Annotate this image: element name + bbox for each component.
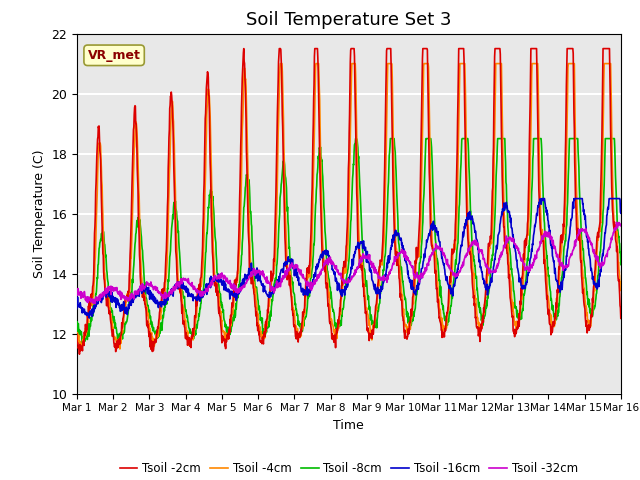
Tsoil -8cm xyxy=(617,262,625,267)
Tsoil -4cm xyxy=(522,241,530,247)
Line: Tsoil -4cm: Tsoil -4cm xyxy=(77,63,621,349)
Tsoil -16cm xyxy=(570,203,577,208)
Tsoil -4cm xyxy=(433,272,441,278)
Tsoil -16cm xyxy=(522,279,530,285)
Line: Tsoil -16cm: Tsoil -16cm xyxy=(77,199,621,318)
Tsoil -32cm xyxy=(287,264,294,270)
Tsoil -16cm xyxy=(73,306,81,312)
Tsoil -2cm xyxy=(193,293,201,299)
Tsoil -32cm xyxy=(73,290,81,296)
Tsoil -2cm xyxy=(73,331,81,337)
Tsoil -32cm xyxy=(613,219,621,225)
Tsoil -4cm xyxy=(116,346,124,352)
Tsoil -2cm xyxy=(287,292,295,298)
Tsoil -4cm xyxy=(570,60,577,66)
Tsoil -8cm xyxy=(193,323,201,328)
Y-axis label: Soil Temperature (C): Soil Temperature (C) xyxy=(33,149,45,278)
Tsoil -4cm xyxy=(193,299,201,304)
Tsoil -2cm xyxy=(570,50,577,56)
Tsoil -8cm xyxy=(73,320,81,326)
Tsoil -8cm xyxy=(433,261,441,266)
Tsoil -8cm xyxy=(352,136,360,142)
Tsoil -2cm xyxy=(76,351,83,357)
Tsoil -2cm xyxy=(433,285,441,291)
Tsoil -16cm xyxy=(287,257,294,263)
Tsoil -8cm xyxy=(287,265,294,271)
Tsoil -2cm xyxy=(240,46,248,51)
Tsoil -2cm xyxy=(617,315,625,321)
Text: VR_met: VR_met xyxy=(88,49,141,62)
Line: Tsoil -2cm: Tsoil -2cm xyxy=(77,48,621,354)
Tsoil -32cm xyxy=(569,247,577,253)
Tsoil -2cm xyxy=(522,236,530,242)
Tsoil -4cm xyxy=(73,334,81,339)
X-axis label: Time: Time xyxy=(333,419,364,432)
Tsoil -4cm xyxy=(617,288,625,293)
Tsoil -32cm xyxy=(90,300,98,306)
Tsoil -16cm xyxy=(617,210,625,216)
Line: Tsoil -8cm: Tsoil -8cm xyxy=(77,139,621,344)
Tsoil -32cm xyxy=(433,244,440,250)
Legend: Tsoil -2cm, Tsoil -4cm, Tsoil -8cm, Tsoil -16cm, Tsoil -32cm: Tsoil -2cm, Tsoil -4cm, Tsoil -8cm, Tsoi… xyxy=(115,457,583,480)
Tsoil -16cm xyxy=(193,294,201,300)
Tsoil -32cm xyxy=(522,265,530,271)
Tsoil -32cm xyxy=(617,223,625,229)
Tsoil -4cm xyxy=(287,282,295,288)
Tsoil -8cm xyxy=(570,136,577,142)
Tsoil -2cm xyxy=(300,308,308,314)
Line: Tsoil -32cm: Tsoil -32cm xyxy=(77,222,621,303)
Tsoil -16cm xyxy=(538,196,546,202)
Tsoil -16cm xyxy=(85,315,93,321)
Tsoil -4cm xyxy=(276,60,284,66)
Tsoil -16cm xyxy=(300,288,308,294)
Tsoil -8cm xyxy=(522,272,530,277)
Tsoil -16cm xyxy=(433,225,440,231)
Tsoil -4cm xyxy=(300,307,308,312)
Tsoil -8cm xyxy=(80,341,88,347)
Tsoil -32cm xyxy=(193,290,201,296)
Tsoil -32cm xyxy=(300,275,308,281)
Title: Soil Temperature Set 3: Soil Temperature Set 3 xyxy=(246,11,452,29)
Tsoil -8cm xyxy=(300,323,308,329)
